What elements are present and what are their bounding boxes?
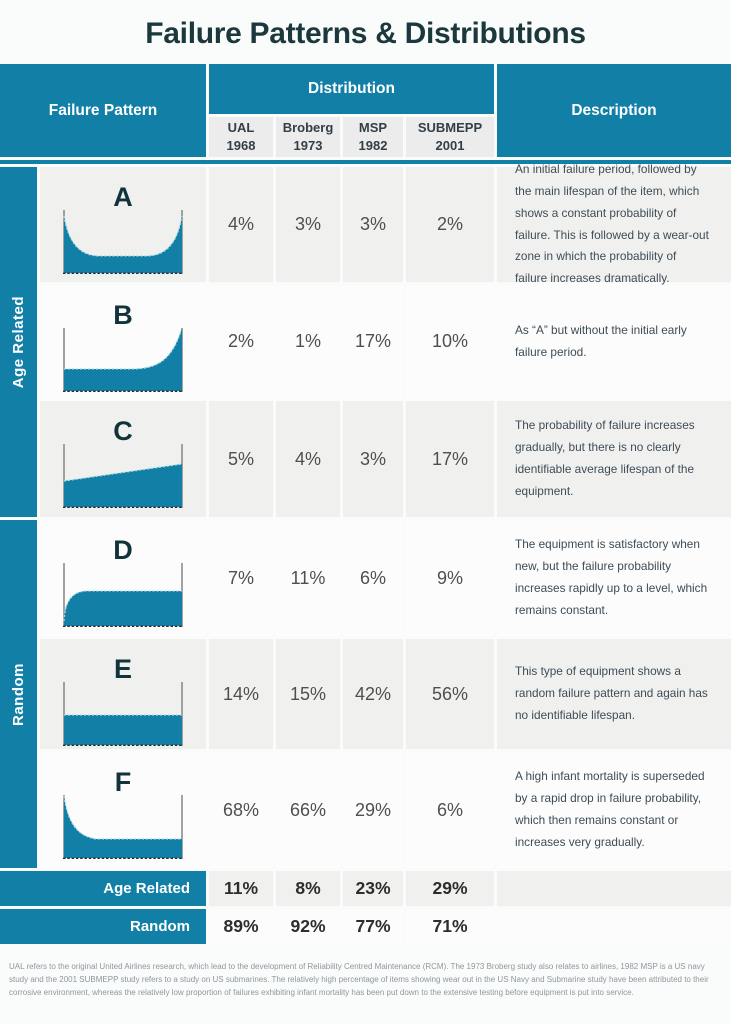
header-failure-pattern: Failure Pattern (0, 64, 206, 157)
value-cell: 9% (406, 520, 494, 636)
value-cell: 66% (276, 752, 340, 868)
study-name: SUBMEPP (417, 120, 483, 136)
value-cell: 3% (276, 167, 340, 282)
pattern-cell-b: B (40, 285, 206, 398)
value-cell: 15% (276, 639, 340, 749)
summary-value-cell: 77% (343, 909, 403, 944)
study-name: UAL (227, 120, 255, 136)
summary-value-cell: 29% (406, 871, 494, 906)
failure-patterns-table: Failure Pattern Distribution Description… (0, 64, 731, 944)
pattern-letter: D (113, 535, 133, 565)
bathtub-curve-icon (63, 210, 183, 275)
header-description: Description (497, 64, 731, 157)
header-study-ual: UAL 1968 (209, 117, 273, 157)
infant-mortality-curve-icon (63, 795, 183, 860)
value-cell: 6% (406, 752, 494, 868)
description-cell: The equipment is satisfactory when new, … (497, 520, 731, 636)
value-cell: 68% (209, 752, 273, 868)
pattern-cell-e: E (40, 639, 206, 749)
pattern-cell-d: D (40, 520, 206, 636)
study-year: 1968 (226, 138, 256, 153)
pattern-cell-f: F (40, 752, 206, 868)
header-study-msp: MSP 1982 (343, 117, 403, 157)
study-year: 1982 (358, 138, 388, 153)
pattern-c-diagram: C (58, 418, 188, 512)
pattern-a-diagram: A (58, 184, 188, 278)
pattern-f-diagram: F (58, 769, 188, 863)
rise-to-plateau-curve-icon (63, 563, 183, 628)
pattern-d-diagram: D (58, 537, 188, 631)
value-cell: 5% (209, 401, 273, 517)
header-divider-bar (0, 160, 731, 164)
value-cell: 17% (406, 401, 494, 517)
value-cell: 1% (276, 285, 340, 398)
page-title: Failure Patterns & Distributions (145, 17, 586, 50)
description-cell: This type of equipment shows a random fa… (497, 639, 731, 749)
summary-empty-cell (497, 909, 731, 944)
description-cell: An initial failure period, followed by t… (497, 162, 731, 285)
group-label-random: Random (0, 520, 37, 868)
footnote: UAL refers to the original United Airlin… (9, 962, 709, 998)
study-year: 1973 (293, 138, 323, 153)
description-cell: As “A” but without the initial early fai… (497, 285, 731, 398)
summary-value-cell: 71% (406, 909, 494, 944)
value-cell: 3% (343, 167, 403, 282)
study-year: 2001 (435, 138, 465, 153)
description-cell: A high infant mortality is superseded by… (497, 752, 731, 868)
value-cell: 29% (343, 752, 403, 868)
summary-value-cell: 89% (209, 909, 273, 944)
study-name: MSP (358, 120, 388, 136)
summary-value-cell: 8% (276, 871, 340, 906)
study-name: Broberg (282, 120, 334, 136)
description-cell: The probability of failure increases gra… (497, 401, 731, 517)
value-cell: 4% (276, 401, 340, 517)
value-cell: 56% (406, 639, 494, 749)
pattern-letter: B (113, 300, 133, 330)
value-cell: 4% (209, 167, 273, 282)
value-cell: 14% (209, 639, 273, 749)
value-cell: 7% (209, 520, 273, 636)
ramp-curve-icon (63, 444, 183, 509)
value-cell: 3% (343, 401, 403, 517)
header-distribution: Distribution (209, 64, 494, 114)
constant-level-curve-icon (63, 682, 183, 747)
summary-value-cell: 23% (343, 871, 403, 906)
pattern-cell-c: C (40, 401, 206, 517)
value-cell: 2% (406, 167, 494, 282)
group-label-age-related: Age Related (0, 167, 37, 517)
pattern-letter: F (114, 767, 132, 797)
wear-out-curve-icon (63, 328, 183, 393)
pattern-letter: A (113, 182, 133, 212)
pattern-e-diagram: E (58, 656, 188, 750)
header-study-broberg: Broberg 1973 (276, 117, 340, 157)
pattern-b-diagram: B (58, 302, 188, 396)
pattern-letter: C (113, 416, 133, 446)
pattern-cell-a: A (40, 167, 206, 282)
value-cell: 17% (343, 285, 403, 398)
summary-value-cell: 92% (276, 909, 340, 944)
value-cell: 42% (343, 639, 403, 749)
header-study-submepp: SUBMEPP 2001 (406, 117, 494, 157)
value-cell: 2% (209, 285, 273, 398)
pattern-letter: E (113, 654, 133, 684)
value-cell: 11% (276, 520, 340, 636)
summary-empty-cell (497, 871, 731, 906)
value-cell: 10% (406, 285, 494, 398)
summary-value-cell: 11% (209, 871, 273, 906)
value-cell: 6% (343, 520, 403, 636)
summary-label-age-related: Age Related (0, 871, 206, 906)
summary-label-random: Random (0, 909, 206, 944)
